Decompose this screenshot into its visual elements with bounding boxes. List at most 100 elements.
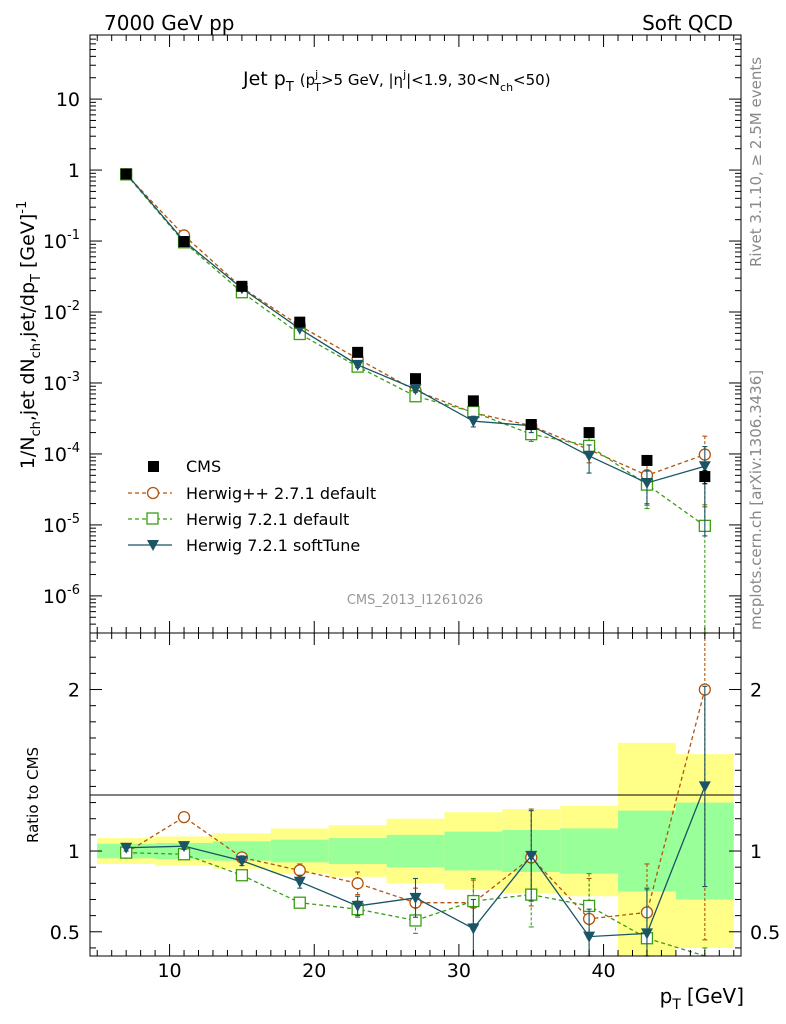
legend-entry-softtune: Herwig 7.2.1 softTune [128, 536, 360, 555]
ratio-point-herwig721 [235, 869, 249, 882]
ylabel-part-d: [GeV] [17, 214, 39, 274]
y-tick-label-exponent: -4 [67, 441, 80, 456]
main-point-softtune [351, 359, 364, 371]
main-point-softtune [409, 384, 422, 396]
ratio-point-softtune [583, 931, 596, 943]
ratio-point-herwig721 [293, 896, 306, 909]
ylabel-part-c-sub: T [29, 274, 44, 283]
y-tick-label: 10-1 [43, 228, 80, 253]
y-tick-label-base: 10 [43, 373, 67, 395]
main-series-softtune [120, 168, 711, 537]
main-point-cms [699, 471, 711, 483]
y-tick-label-exponent: -3 [67, 370, 80, 385]
header-left: 7000 GeV pp [104, 11, 235, 35]
analysis-watermark: CMS_2013_I1261026 [347, 593, 483, 608]
ratio-point-softtune [235, 855, 248, 867]
ratio-y-tick-label-left: 0.5 [50, 922, 80, 944]
main-series-cms [120, 168, 711, 485]
main-title-text: Jet p [242, 68, 286, 90]
main-point-cms [583, 427, 595, 439]
ratio-point-softtune [178, 841, 191, 853]
legend-label-herwig721: Herwig 7.2.1 default [186, 510, 349, 529]
legend-marker-softtune [147, 540, 159, 551]
main-point-cms [641, 454, 653, 466]
main-title-cut4: <50) [513, 71, 551, 89]
x-axis-label-unit: [GeV] [687, 984, 744, 1008]
main-point-cms [236, 280, 248, 292]
legend-label-softtune: Herwig 7.2.1 softTune [186, 536, 360, 555]
y-tick-label-exponent: -5 [67, 512, 80, 527]
y-tick-label-exponent: -6 [67, 583, 80, 598]
y-tick-label: 10-2 [43, 299, 80, 324]
main-point-softtune [698, 461, 711, 473]
x-axis-label-main: p [660, 984, 673, 1008]
ylabel-part-a-sub: ch [29, 421, 44, 436]
main-series-herwig721 [120, 168, 711, 634]
ratio-point-herwigpp [177, 810, 191, 824]
main-point-cms [294, 316, 306, 328]
main-point-softtune [583, 450, 596, 462]
main-line-herwig721 [125, 173, 706, 527]
y-tick-label-base: 10 [43, 515, 67, 537]
main-title: Jet pT (pj T>5 GeV, |ηj|<1.9, 30<Nch<50) [242, 68, 551, 95]
main-point-cms [352, 346, 364, 358]
ratio-band-inner [618, 810, 676, 892]
ratio-y-tick-label-right: 1 [750, 841, 762, 863]
ratio-point-softtune [698, 781, 711, 793]
mcplots-reference-label: mcplots.cern.ch [arXiv:1306.3436] [747, 370, 765, 630]
y-tick-label-exponent: -2 [67, 299, 80, 314]
ratio-y-tick-label-right: 0.5 [750, 922, 780, 944]
y-tick-label: 1 [68, 160, 80, 182]
main-series-layer [120, 168, 711, 634]
ratio-point-softtune [293, 876, 306, 888]
ratio-band-inner [328, 838, 387, 864]
y-tick-label: 10-3 [43, 370, 80, 395]
x-tick-label: 10 [157, 960, 181, 982]
y-tick-label-base: 10 [43, 444, 67, 466]
main-point-cms [178, 236, 190, 248]
ratio-y-tick-label-left: 1 [68, 841, 80, 863]
ratio-band-inner [212, 841, 271, 861]
main-point-cms [410, 373, 421, 385]
main-point-cms [525, 418, 537, 430]
ratio-band-inner [270, 839, 329, 863]
ratio-y-tick-label-left: 2 [68, 680, 80, 702]
x-axis-label: pT [GeV] [660, 984, 744, 1013]
ylabel-part-b: ,jet dN [17, 358, 39, 421]
ylabel-part-c: ,jet/dp [17, 282, 39, 343]
ylabel-part-a: 1/N [17, 437, 39, 470]
y-tick-label-exponent: -1 [67, 228, 80, 243]
ratio-band-inner [386, 834, 445, 868]
ratio-point-softtune [467, 923, 480, 935]
main-line-herwigpp [125, 173, 706, 477]
main-point-cms [120, 168, 132, 180]
main-y-axis-label: 1/Nch,jet dNch,jet/dpT [GeV]-1 [15, 201, 44, 469]
main-point-softtune [640, 477, 653, 489]
x-axis-label-sub: T [671, 997, 681, 1013]
ratio-line-herwig721 [126, 851, 706, 957]
ratio-point-softtune [351, 900, 364, 912]
main-title-cut3-sub: ch [500, 81, 513, 94]
y-tick-label: 10 [56, 89, 80, 111]
y-tick-label: 10-5 [43, 512, 80, 537]
legend-label-cms: CMS [186, 457, 221, 476]
rivet-version-label: Rivet 3.1.10, ≥ 2.5M events [747, 57, 765, 267]
main-title-cut1: (p [300, 71, 315, 89]
y-tick-label-base: 10 [43, 302, 67, 324]
legend-marker-cms [148, 461, 159, 472]
y-tick-label-base: 10 [56, 89, 80, 111]
y-tick-label-base: 10 [43, 586, 67, 608]
legend-label-herwigpp: Herwig++ 2.7.1 default [186, 484, 376, 503]
ratio-band-inner [560, 828, 619, 874]
ratio-point-softtune [409, 892, 422, 904]
ratio-series-layer [120, 632, 711, 957]
y-tick-label-base: 10 [43, 231, 67, 253]
ratio-point-softtune [120, 842, 133, 854]
x-tick-label: 40 [591, 960, 615, 982]
main-title-cut2-sup: j [402, 68, 406, 81]
legend: CMS Herwig++ 2.7.1 default Herwig 7.2.1 … [128, 457, 376, 555]
main-title-cut3: |<1.9, 30<N [406, 71, 500, 89]
x-tick-label: 20 [302, 960, 326, 982]
